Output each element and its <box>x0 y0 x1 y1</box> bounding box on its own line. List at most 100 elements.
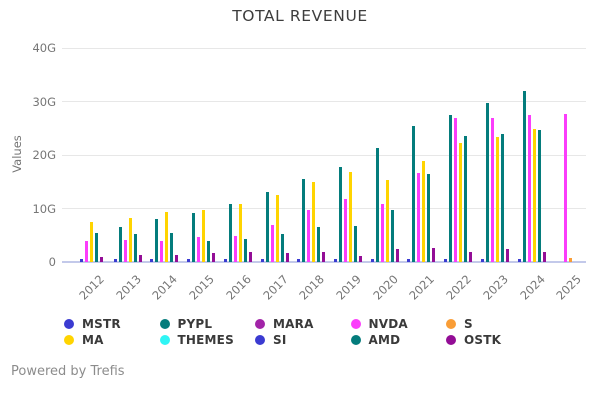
bar-ma-2015 <box>202 210 206 262</box>
legend-label-amd: AMD <box>368 333 401 347</box>
bar-ostk-2019 <box>358 255 362 262</box>
bar-nvda-2016 <box>233 236 237 262</box>
bar-amd-2014 <box>170 232 174 262</box>
bar-pypl-2019 <box>338 167 342 262</box>
bar-pypl-2023 <box>485 102 489 262</box>
bar-pypl-2016 <box>228 204 232 262</box>
powered-by-trefis-link[interactable]: Powered by Trefis <box>11 364 125 379</box>
bar-nvda-2015 <box>197 236 201 262</box>
bar-nvda-2018 <box>307 210 311 262</box>
bar-nvda-2020 <box>380 203 384 262</box>
legend-label-ma: MA <box>82 333 104 347</box>
legend-marker-ostk <box>446 335 456 345</box>
legend: MSTR PYPL MARA NVDA S MA THEMES SI AMD OSTK <box>64 317 542 347</box>
legend-label-themes: THEMES <box>177 333 234 347</box>
bar-ostk-2018 <box>322 252 326 262</box>
bar-mstr-2024 <box>517 259 521 262</box>
bar-mstr-2016 <box>223 259 227 262</box>
bar-ostk-2017 <box>285 252 289 262</box>
bar-mstr-2019 <box>333 259 337 262</box>
bar-amd-2013 <box>133 233 137 262</box>
bar-mstr-2018 <box>297 259 301 262</box>
bar-pypl-2018 <box>302 179 306 262</box>
legend-label-s: S <box>464 317 473 331</box>
bar-ma-2018 <box>312 181 316 262</box>
bar-ostk-2016 <box>248 252 252 262</box>
bar-ostk-2020 <box>395 248 399 262</box>
bar-pypl-2013 <box>118 226 122 262</box>
legend-marker-mstr <box>64 319 74 329</box>
bar-pypl-2014 <box>155 219 159 262</box>
bar-nvda-2017 <box>270 225 274 262</box>
y-tick-label-0: 0 <box>48 255 56 269</box>
bar-ma-2020 <box>385 180 389 262</box>
bar-pypl-2024 <box>522 91 526 262</box>
bar-nvda-2025 <box>564 114 568 262</box>
bar-mstr-2015 <box>187 259 191 262</box>
bar-mstr-2013 <box>113 258 117 262</box>
legend-marker-s <box>446 319 456 329</box>
gridline-10G <box>62 208 586 209</box>
bar-ma-2014 <box>165 211 169 262</box>
bar-mstr-2021 <box>407 259 411 262</box>
bar-pypl-2022 <box>449 114 453 262</box>
legend-label-nvda: NVDA <box>368 317 408 331</box>
bar-amd-2022 <box>464 135 468 262</box>
bar-mstr-2017 <box>260 259 264 262</box>
bar-pypl-2020 <box>375 147 379 262</box>
bar-ostk-2012 <box>99 256 103 262</box>
bar-mstr-2020 <box>370 259 374 262</box>
bar-ma-2013 <box>128 217 132 262</box>
bar-ma-2024 <box>532 128 536 262</box>
legend-marker-si <box>255 335 265 345</box>
bar-pypl-2017 <box>265 191 269 262</box>
legend-item-s[interactable]: S <box>446 317 542 331</box>
bar-ostk-2022 <box>469 251 473 262</box>
bar-pypl-2015 <box>192 212 196 262</box>
bar-amd-2016 <box>243 238 247 262</box>
legend-item-pypl[interactable]: PYPL <box>159 317 256 331</box>
bar-nvda-2021 <box>417 173 421 262</box>
bar-amd-2012 <box>94 233 98 262</box>
bar-ma-2019 <box>348 172 352 262</box>
bar-nvda-2023 <box>490 117 494 262</box>
bar-nvda-2022 <box>454 118 458 262</box>
bar-nvda-2019 <box>343 199 347 262</box>
legend-item-themes[interactable]: THEMES <box>159 333 256 347</box>
bar-amd-2017 <box>280 233 284 262</box>
legend-item-amd[interactable]: AMD <box>350 333 447 347</box>
legend-item-nvda[interactable]: NVDA <box>350 317 447 331</box>
bar-ostk-2024 <box>542 252 546 262</box>
bar-nvda-2024 <box>527 115 531 262</box>
legend-marker-mara <box>255 319 265 329</box>
bar-mstr-2022 <box>444 259 448 262</box>
bar-nvda-2012 <box>84 240 88 262</box>
bar-ma-2021 <box>422 160 426 262</box>
legend-item-si[interactable]: SI <box>255 333 351 347</box>
bar-nvda-2013 <box>123 240 127 262</box>
legend-marker-pypl <box>159 319 170 329</box>
bar-nvda-2014 <box>160 240 164 262</box>
bar-amd-2021 <box>427 174 431 262</box>
bar-amd-2019 <box>353 226 357 262</box>
legend-item-ma[interactable]: MA <box>64 333 160 347</box>
y-tick-label-10G: 10G <box>32 201 56 216</box>
legend-item-mara[interactable]: MARA <box>255 317 351 331</box>
bar-mstr-2023 <box>480 259 484 262</box>
bar-mstr-2012 <box>79 259 83 262</box>
x-axis-line <box>62 261 586 263</box>
bar-amd-2023 <box>500 133 504 262</box>
gridline-30G <box>62 101 586 102</box>
bar-pypl-2021 <box>412 126 416 262</box>
legend-label-si: SI <box>273 333 287 347</box>
legend-item-ostk[interactable]: OSTK <box>446 333 542 347</box>
legend-label-mara: MARA <box>273 317 314 331</box>
bar-ostk-2014 <box>175 254 179 262</box>
legend-label-pypl: PYPL <box>177 317 213 331</box>
bar-mstr-2014 <box>150 258 154 262</box>
legend-item-mstr[interactable]: MSTR <box>64 317 160 331</box>
bar-ma-2017 <box>275 195 279 262</box>
bar-ostk-2015 <box>212 252 216 262</box>
